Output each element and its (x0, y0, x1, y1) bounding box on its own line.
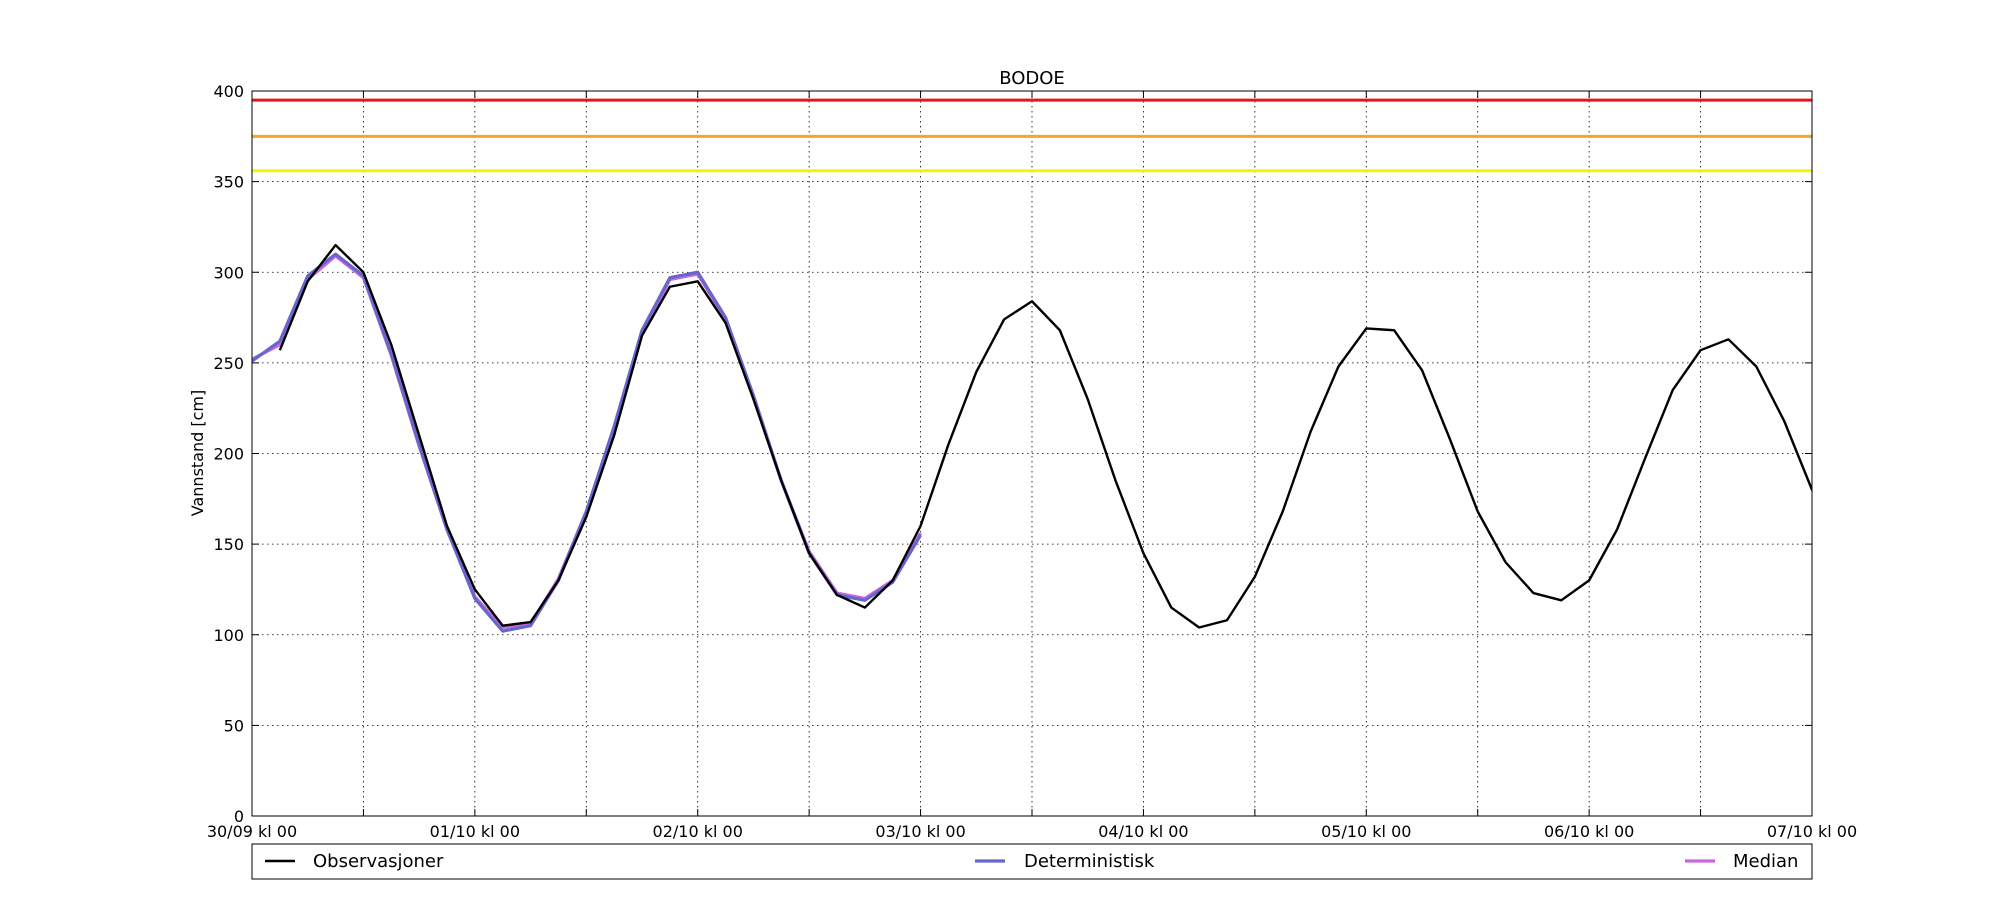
y-tick-label: 350 (213, 173, 244, 192)
y-tick-label: 0 (234, 807, 244, 826)
series-layer (252, 243, 1812, 633)
series-line-observasjoner (278, 243, 1812, 629)
y-tick-label: 400 (213, 82, 244, 101)
y-tick-label: 50 (224, 716, 244, 735)
y-axis-ticks: 0 50 100 150 200 250 300 350 400 (213, 82, 1812, 826)
y-tick-label: 150 (213, 535, 244, 554)
plot-area: 0 50 100 150 200 250 300 350 400 30/09 kl 00 01/1… (207, 82, 1857, 841)
x-tick-label: 04/10 kl 00 (1098, 822, 1188, 841)
legend: Observasjoner Deterministisk Median (251, 843, 1813, 880)
grid-lines (252, 91, 1812, 816)
x-axis-ticks: 30/09 kl 00 01/10 kl 00 02/10 kl 00 03/10 k… (207, 91, 1857, 841)
legend-label: Deterministisk (1024, 851, 1155, 872)
x-tick-label: 06/10 kl 00 (1544, 822, 1634, 841)
chart-title: BODOE (999, 68, 1065, 89)
y-tick-label: 200 (213, 445, 244, 464)
x-tick-label: 03/10 kl 00 (875, 822, 965, 841)
legend-items: Observasjoner Deterministisk Median (265, 851, 1798, 872)
threshold-lines (252, 98, 1812, 173)
legend-box (251, 843, 1813, 880)
y-axis-label: Vannstand [cm] (188, 390, 207, 516)
legend-label: Median (1733, 851, 1798, 872)
y-tick-label: 300 (213, 263, 244, 282)
x-tick-label: 01/10 kl 00 (430, 822, 520, 841)
y-tick-label: 250 (213, 354, 244, 373)
y-tick-label: 100 (213, 626, 244, 645)
x-tick-label: 05/10 kl 00 (1321, 822, 1411, 841)
legend-label: Observasjoner (313, 851, 444, 872)
x-tick-label: 07/10 kl 00 (1767, 822, 1857, 841)
x-tick-label: 02/10 kl 00 (653, 822, 743, 841)
x-tick-label: 30/09 kl 00 (207, 822, 297, 841)
